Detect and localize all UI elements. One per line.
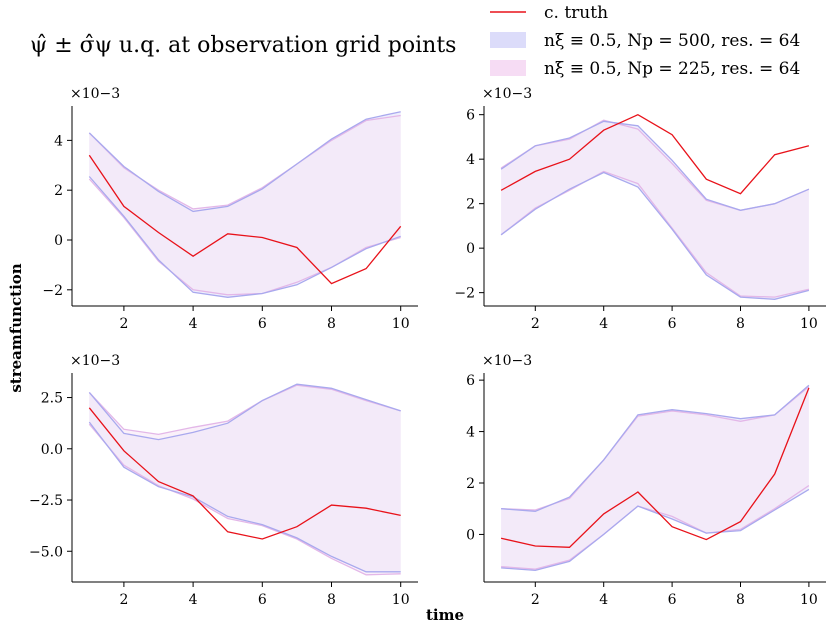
x-tick-label: 8	[736, 592, 745, 608]
y-tick-label: 2	[466, 197, 475, 213]
x-tick-label: 6	[668, 316, 677, 332]
subplot-bottom-right: 2 4 6 8 10 0 2 4 6 ×10−3	[466, 353, 826, 608]
legend-np500-label: nξ ≡ 0.5, Np = 500, res. = 64	[544, 31, 800, 51]
band-np225-fill	[501, 120, 809, 298]
subplot-top-left: 2 4 6 8 10 −2 0 2 4 ×10−3	[42, 86, 418, 332]
y-tick-label: 0	[466, 241, 475, 257]
y-tick-label: 4	[466, 425, 475, 441]
x-tick-label: 4	[189, 592, 198, 608]
series-np500-lower-line	[501, 488, 810, 572]
band-np225-fill	[89, 385, 401, 575]
series-np500-upper-line	[500, 120, 810, 211]
y-scale-label: ×10−3	[482, 86, 532, 102]
y-tick-label: 6	[466, 108, 475, 124]
y-tick-label: −2	[42, 283, 63, 299]
series-truth-line	[500, 113, 810, 195]
y-scale-label: ×10−3	[482, 353, 532, 369]
series-np225-lower-line	[501, 485, 810, 570]
y-tick-label: −5.0	[29, 544, 63, 560]
series-truth-line	[500, 387, 810, 548]
x-tick-label: 8	[736, 316, 745, 332]
legend-np225-label: nξ ≡ 0.5, Np = 225, res. = 64	[544, 59, 800, 79]
x-tick-label: 6	[258, 592, 267, 608]
y-tick-label: 2	[466, 476, 475, 492]
series-np500-lower-line	[88, 421, 401, 573]
y-tick-label: −2.5	[29, 493, 63, 509]
series-truth-line	[88, 154, 402, 285]
subplot-bottom-left: 2 4 6 8 10 −5.0 −2.5 0.0 2.5 ×10−3	[29, 353, 418, 608]
x-tick-label: 10	[800, 316, 818, 332]
y-tick-label: 2	[54, 183, 63, 199]
band-np225-fill	[501, 386, 809, 570]
series-np500-upper-line	[88, 383, 401, 441]
x-tick-label: 2	[119, 316, 128, 332]
y-scale-label: ×10−3	[70, 353, 120, 369]
x-tick-label: 4	[599, 316, 608, 332]
x-tick-label: 4	[599, 592, 608, 608]
legend-np225-swatch	[490, 60, 526, 76]
y-scale-label: ×10−3	[70, 86, 120, 102]
x-tick-label: 8	[327, 592, 336, 608]
series-np225-upper-line	[88, 384, 401, 436]
series-np500-upper-line	[88, 111, 401, 213]
series-np500-lower-line	[500, 171, 810, 300]
legend-truth-label: c. truth	[544, 3, 608, 23]
figure-title: ψ̂ ± σ̂ψ u.q. at observation grid points	[30, 33, 456, 58]
y-axis-title: streamfunction	[7, 263, 25, 392]
y-tick-label: −2	[454, 286, 475, 302]
y-tick-label: 0.0	[41, 442, 63, 458]
series-np225-lower-line	[88, 423, 401, 576]
subplot-top-right: 2 4 6 8 10 −2 0 2 4 6 ×10−3	[454, 86, 826, 332]
y-tick-label: 6	[466, 373, 475, 389]
legend: c. truth nξ ≡ 0.5, Np = 500, res. = 64 n…	[490, 3, 800, 79]
x-tick-label: 8	[327, 316, 336, 332]
y-tick-label: 0	[466, 527, 475, 543]
series-np500-upper-line	[501, 384, 810, 512]
y-tick-label: 4	[54, 133, 63, 149]
band-np225-fill	[89, 115, 401, 295]
series-truth-line	[88, 407, 401, 540]
x-axis-title: time	[426, 606, 464, 623]
series-np500-lower-line	[88, 176, 401, 298]
x-tick-label: 4	[189, 316, 198, 332]
x-tick-label: 10	[392, 592, 410, 608]
y-tick-label: 0	[54, 233, 63, 249]
x-tick-label: 6	[668, 592, 677, 608]
y-tick-label: 4	[466, 152, 475, 168]
x-tick-label: 2	[531, 592, 540, 608]
y-tick-label: 2.5	[41, 391, 63, 407]
x-tick-label: 10	[800, 592, 818, 608]
x-tick-label: 10	[392, 316, 410, 332]
legend-np500-swatch	[490, 32, 526, 48]
x-tick-label: 2	[531, 316, 540, 332]
x-tick-label: 2	[119, 592, 128, 608]
x-tick-label: 6	[258, 316, 267, 332]
